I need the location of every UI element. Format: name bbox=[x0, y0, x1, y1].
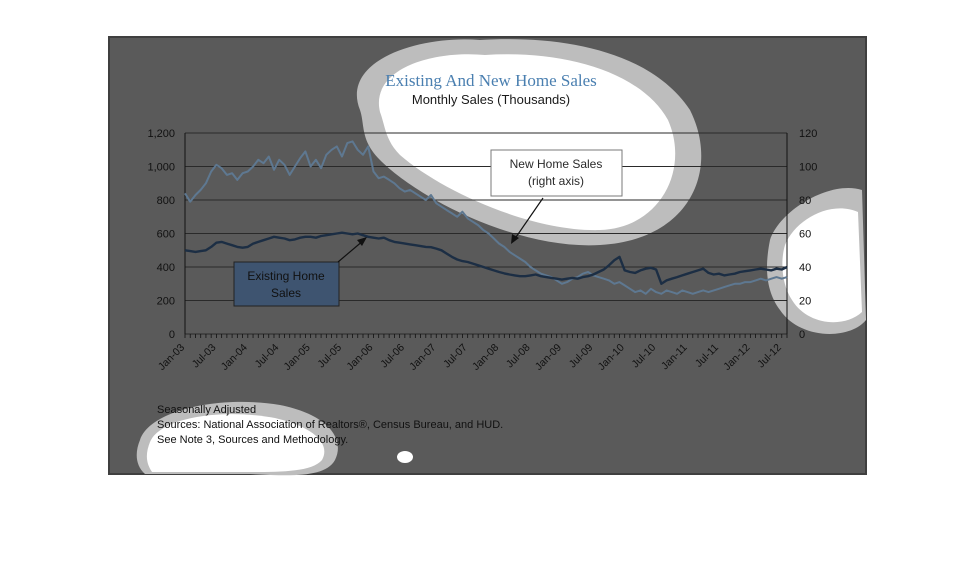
callout-existing-box bbox=[233, 261, 340, 307]
callout-new-box bbox=[490, 149, 623, 197]
callout-existing-arrowhead bbox=[357, 237, 367, 246]
y-left-tick-label: 0 bbox=[169, 329, 175, 341]
callout-new-home-sales: New Home Sales (right axis) bbox=[490, 149, 623, 244]
note-seasonally-adjusted: Seasonally Adjusted bbox=[157, 404, 256, 416]
right-axis: 0 20 40 60 80 100 120 bbox=[786, 128, 817, 341]
y-right-tick-label: 40 bbox=[799, 262, 811, 274]
y-left-tick-label: 1,000 bbox=[147, 162, 175, 174]
y-right-tick-label: 100 bbox=[799, 162, 817, 174]
series-line-new-home-sales bbox=[184, 140, 788, 295]
callout-new-line-1: New Home Sales bbox=[510, 157, 603, 171]
y-right-tick-label: 80 bbox=[799, 195, 811, 207]
series-line-existing-home-sales bbox=[184, 231, 788, 285]
y-left-tick-label: 400 bbox=[157, 262, 175, 274]
series-lines bbox=[184, 140, 788, 295]
callout-new-arrow bbox=[513, 197, 544, 241]
y-left-tick-label: 600 bbox=[157, 229, 175, 241]
y-right-tick-label: 20 bbox=[799, 296, 811, 308]
callout-existing-home-sales: Existing Home Sales bbox=[233, 237, 367, 307]
chart-subtitle: Monthly Sales (Thousands) bbox=[412, 92, 570, 107]
y-right-tick-label: 0 bbox=[799, 329, 805, 341]
chart-title: Existing And New Home Sales bbox=[385, 71, 597, 90]
note-methodology: See Note 3, Sources and Methodology. bbox=[157, 434, 348, 446]
y-left-tick-label: 200 bbox=[157, 296, 175, 308]
left-axis: 0 200 400 600 800 1,000 1,200 bbox=[147, 128, 186, 341]
y-left-tick-label: 1,200 bbox=[147, 128, 175, 140]
note-sources: Sources: National Association of Realtor… bbox=[157, 419, 503, 431]
y-right-tick-label: 60 bbox=[799, 229, 811, 241]
y-left-tick-label: 800 bbox=[157, 195, 175, 207]
callout-new-arrowhead bbox=[511, 234, 519, 244]
callout-existing-arrow bbox=[337, 239, 365, 263]
callout-existing-line-2: Sales bbox=[271, 286, 301, 300]
y-right-tick-label: 120 bbox=[799, 128, 817, 140]
callout-new-line-2: (right axis) bbox=[528, 174, 584, 188]
glare-overlay bbox=[136, 39, 866, 476]
callout-existing-line-1: Existing Home bbox=[247, 269, 325, 283]
